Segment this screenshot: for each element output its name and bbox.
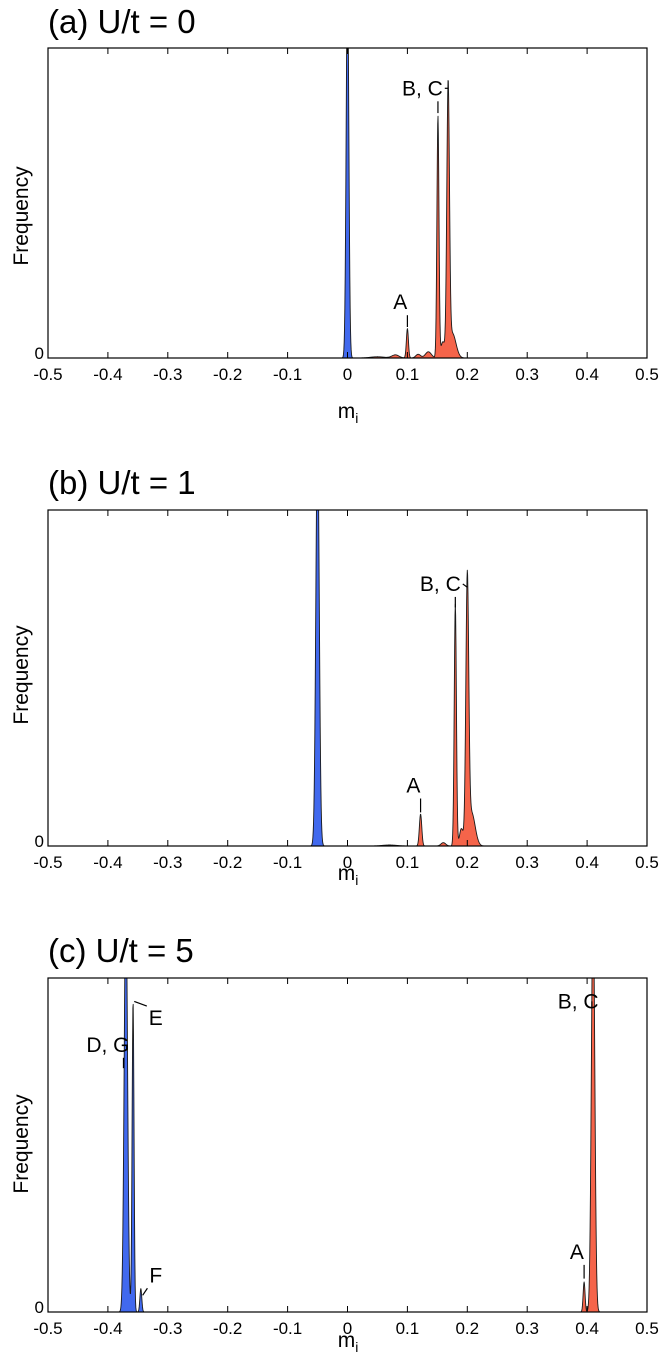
x-tick-label: 0.5 — [635, 1319, 659, 1338]
x-axis-label-subscript: i — [355, 872, 358, 888]
x-tick-label: 0.2 — [455, 1319, 479, 1338]
x-tick-label: -0.1 — [273, 1319, 302, 1338]
y-tick-label: 0 — [35, 832, 44, 851]
x-tick-label: 0 — [343, 365, 352, 384]
x-tick-label: -0.1 — [273, 853, 302, 872]
x-tick-label: 0.1 — [396, 853, 420, 872]
x-tick-label: -0.5 — [33, 365, 62, 384]
x-axis-label: mi — [338, 400, 359, 426]
annotation-leader-line — [142, 1287, 148, 1296]
x-tick-label: 0.1 — [396, 365, 420, 384]
y-axis-label: Frequency — [10, 166, 33, 266]
x-tick-label: -0.2 — [213, 365, 242, 384]
x-tick-label: -0.5 — [33, 1319, 62, 1338]
axes-frame — [47, 977, 648, 1313]
y-tick-label: 0 — [35, 344, 44, 363]
x-tick-label: -0.1 — [273, 365, 302, 384]
annotation-label: E — [149, 1007, 163, 1030]
annotation-label: D, G — [86, 1034, 129, 1057]
axes-frame — [47, 509, 648, 847]
series-red-area — [48, 569, 647, 846]
x-tick-label: 0.2 — [455, 853, 479, 872]
panel-a: (a) U/t = 0 Frequency -0.5 -0.4 -0.3 -0.2 -0… — [10, 3, 659, 426]
x-tick-label: -0.4 — [93, 365, 122, 384]
x-tick-label: 0.3 — [515, 853, 539, 872]
x-tick-label: 0.4 — [575, 853, 599, 872]
plot-area: -0.5 -0.4 -0.3 -0.2 -0.1 0 0.1 0.2 0.3 0.4 0.5 0 A B,… — [33, 47, 659, 384]
x-tick-label: -0.3 — [153, 1319, 182, 1338]
annotation-label: A — [393, 291, 407, 314]
plot-area: -0.5 -0.4 -0.3 -0.2 -0.1 0 0.1 0.2 0.3 0.4 0.5 0 D, … — [33, 977, 659, 1338]
x-tick-label: 0 — [343, 853, 352, 872]
x-tick-label: 0.5 — [635, 365, 659, 384]
x-axis-label-subscript: i — [355, 410, 358, 426]
x-tick-label: 0.5 — [635, 853, 659, 872]
x-tick-label: -0.3 — [153, 365, 182, 384]
annotation-leader-line — [134, 1000, 148, 1007]
panel-title: (b) U/t = 1 — [48, 464, 196, 501]
x-tick-label: 0.3 — [515, 1319, 539, 1338]
series-blue-area — [48, 48, 647, 358]
y-axis-label: Frequency — [10, 1094, 33, 1194]
x-tick-label: 0.4 — [575, 365, 599, 384]
y-axis-label: Frequency — [10, 625, 33, 725]
panel-title: (c) U/t = 5 — [48, 932, 194, 969]
x-axis-label-subscript: i — [355, 1339, 358, 1355]
y-tick-label: 0 — [35, 1298, 44, 1317]
annotation-label: A — [570, 1241, 584, 1264]
annotation-label: F — [149, 1264, 162, 1287]
annotation-leader-line — [462, 583, 468, 588]
x-tick-label: -0.3 — [153, 853, 182, 872]
annotation-label: B, C — [420, 573, 461, 596]
panel-title: (a) U/t = 0 — [48, 3, 196, 40]
annotation-label: B, C — [558, 990, 599, 1013]
panel-b: (b) U/t = 1 Frequency -0.5 -0.4 -0.3 -0.2 -0… — [10, 464, 659, 888]
panel-c: (c) U/t = 5 Frequency -0.5 -0.4 -0.3 -0.2 -0… — [10, 932, 659, 1355]
x-tick-label: -0.4 — [93, 853, 122, 872]
x-axis-label: mi — [338, 1329, 359, 1355]
x-tick-label: 0.1 — [396, 1319, 420, 1338]
x-tick-label: -0.5 — [33, 853, 62, 872]
annotation-label: B, C — [402, 77, 443, 100]
x-tick-label: -0.4 — [93, 1319, 122, 1338]
plot-area: -0.5 -0.4 -0.3 -0.2 -0.1 0 0.1 0.2 0.3 0.4 0.5 0 A B,… — [33, 509, 659, 872]
x-tick-label: 0 — [343, 1319, 352, 1338]
x-tick-label: -0.2 — [213, 853, 242, 872]
x-tick-label: 0.4 — [575, 1319, 599, 1338]
x-tick-label: -0.2 — [213, 1319, 242, 1338]
x-axis-label: mi — [338, 862, 359, 888]
x-tick-label: 0.3 — [515, 365, 539, 384]
x-tick-label: 0.2 — [455, 365, 479, 384]
annotation-label: A — [406, 775, 420, 798]
